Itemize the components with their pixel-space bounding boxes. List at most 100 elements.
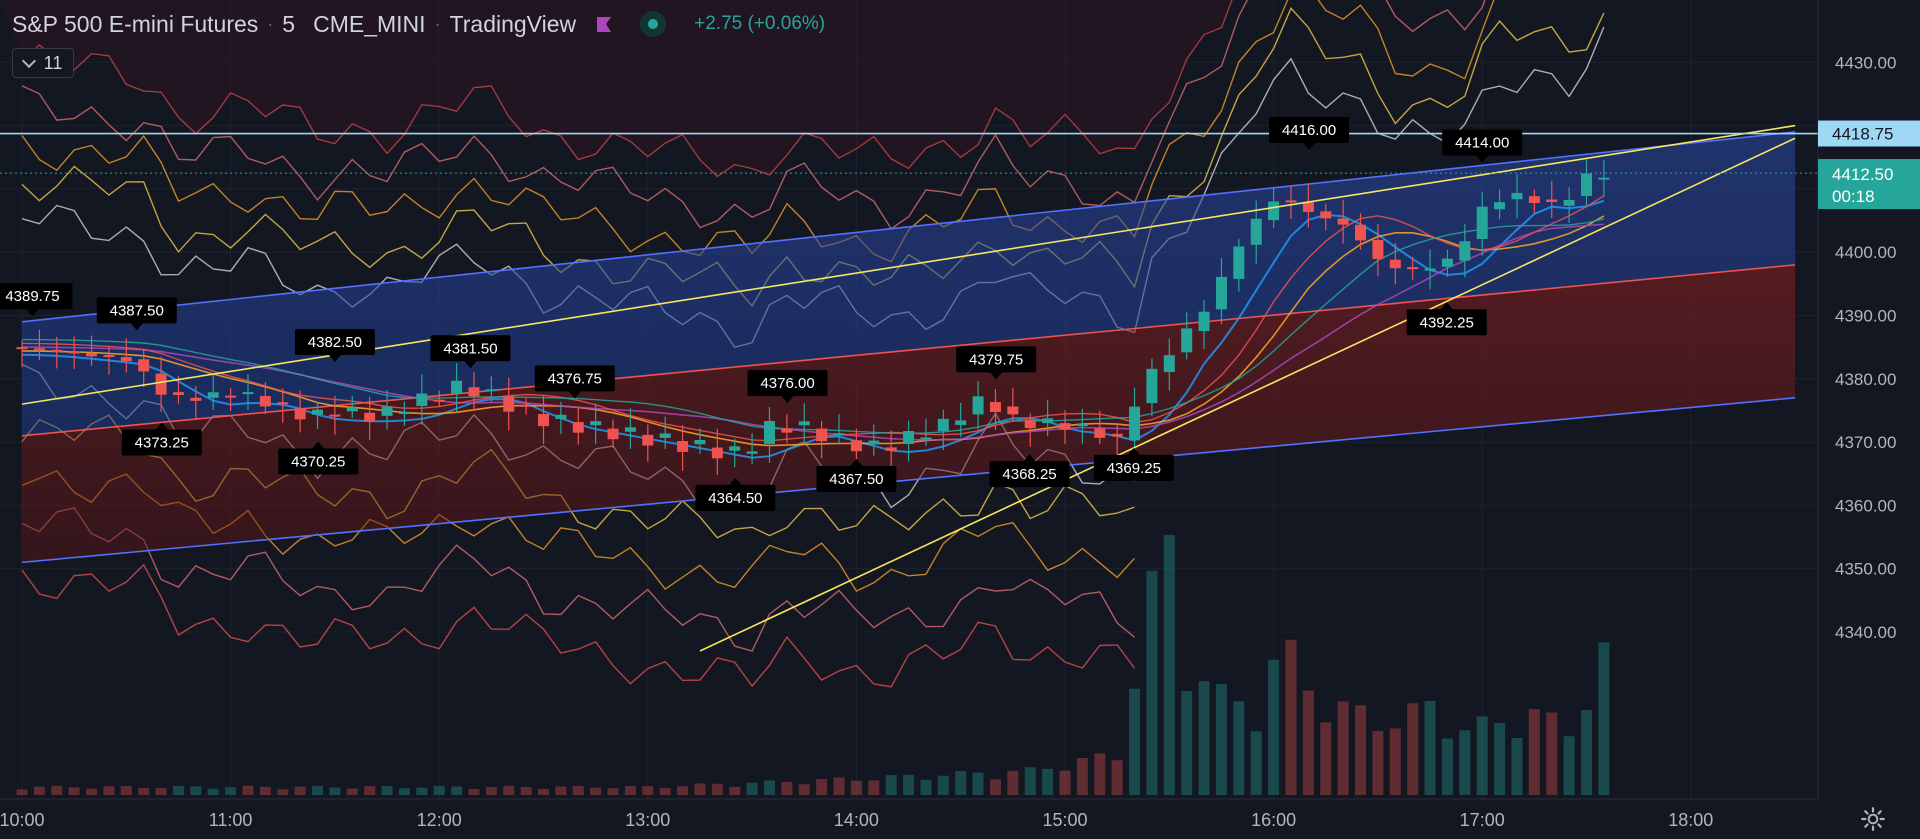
- candle-body[interactable]: [120, 357, 132, 362]
- candle-body[interactable]: [1250, 218, 1262, 245]
- candle-body[interactable]: [833, 433, 845, 436]
- candle-body[interactable]: [1407, 267, 1419, 270]
- candle-body[interactable]: [520, 404, 532, 407]
- candle-body[interactable]: [1024, 419, 1036, 429]
- candle-body[interactable]: [1076, 424, 1088, 427]
- candle-body[interactable]: [1181, 328, 1193, 353]
- candle-body[interactable]: [798, 421, 810, 426]
- candle-body[interactable]: [1233, 246, 1245, 279]
- candle-body[interactable]: [1268, 201, 1280, 221]
- candle-body[interactable]: [381, 406, 393, 416]
- candle-body[interactable]: [138, 359, 150, 372]
- candle-body[interactable]: [155, 373, 167, 395]
- candle-body[interactable]: [920, 437, 932, 440]
- candle-body[interactable]: [1511, 192, 1523, 200]
- candle-body[interactable]: [937, 418, 949, 432]
- candle-body[interactable]: [1528, 196, 1540, 204]
- candle-body[interactable]: [312, 409, 324, 415]
- candle-body[interactable]: [416, 393, 428, 407]
- candle-body[interactable]: [1129, 406, 1141, 441]
- trendline[interactable]: [699, 137, 1796, 652]
- candle-body[interactable]: [485, 389, 497, 392]
- candle-body[interactable]: [642, 434, 654, 446]
- candle-body[interactable]: [868, 440, 880, 445]
- candle-body[interactable]: [1320, 211, 1332, 219]
- candle-body[interactable]: [1424, 268, 1436, 271]
- candle-body[interactable]: [1355, 224, 1367, 241]
- candle-body[interactable]: [433, 399, 445, 402]
- symbol-name[interactable]: S&P 500 E-mini Futures: [12, 10, 259, 37]
- candle-body[interactable]: [364, 412, 376, 422]
- candle-body[interactable]: [729, 446, 741, 451]
- candle-body[interactable]: [1302, 202, 1314, 212]
- candle-body[interactable]: [555, 414, 567, 419]
- candle-body[interactable]: [1163, 355, 1175, 373]
- candle-body[interactable]: [294, 408, 306, 420]
- candle-body[interactable]: [103, 355, 115, 358]
- candle-body[interactable]: [346, 407, 358, 412]
- candle-body[interactable]: [659, 433, 671, 438]
- candle-body[interactable]: [1563, 199, 1575, 206]
- candle-body[interactable]: [1372, 239, 1384, 259]
- candle-body[interactable]: [903, 431, 915, 445]
- gear-icon[interactable]: [1860, 806, 1886, 832]
- candle-body[interactable]: [277, 402, 289, 405]
- candle-body[interactable]: [242, 392, 254, 395]
- candle-body[interactable]: [781, 428, 793, 433]
- candle-body[interactable]: [1042, 418, 1054, 424]
- candle-body[interactable]: [51, 349, 63, 353]
- candle-body[interactable]: [746, 451, 758, 454]
- candle-body[interactable]: [68, 351, 80, 354]
- candle-body[interactable]: [972, 396, 984, 415]
- candle-body[interactable]: [451, 380, 463, 394]
- candle-body[interactable]: [1389, 259, 1401, 269]
- candle-body[interactable]: [1215, 276, 1227, 310]
- candle-body[interactable]: [1198, 311, 1210, 332]
- candle-body[interactable]: [1459, 241, 1471, 261]
- candle-body[interactable]: [694, 439, 706, 445]
- candle-body[interactable]: [468, 387, 480, 397]
- candle-body[interactable]: [207, 392, 219, 398]
- candle-body[interactable]: [1059, 423, 1071, 430]
- candle-body[interactable]: [1476, 206, 1488, 239]
- candle-body[interactable]: [538, 413, 549, 427]
- candle-body[interactable]: [86, 353, 98, 357]
- candle-body[interactable]: [1546, 199, 1558, 203]
- candle-body[interactable]: [16, 347, 28, 350]
- candle-body[interactable]: [1337, 218, 1349, 225]
- candle-body[interactable]: [503, 396, 515, 412]
- candle-body[interactable]: [1285, 200, 1297, 203]
- candle-body[interactable]: [607, 428, 619, 440]
- indicators-toggle-button[interactable]: 11: [12, 48, 74, 78]
- candle-body[interactable]: [1441, 258, 1453, 267]
- candle-body[interactable]: [225, 395, 237, 398]
- candle-body[interactable]: [989, 402, 1001, 413]
- candle-body[interactable]: [1581, 173, 1592, 196]
- candle-body[interactable]: [329, 414, 341, 417]
- candle-body[interactable]: [711, 447, 723, 459]
- candle-body[interactable]: [1146, 368, 1158, 404]
- candle-body[interactable]: [1094, 428, 1106, 438]
- candle-body[interactable]: [816, 428, 828, 442]
- candle-body[interactable]: [1494, 202, 1506, 210]
- candle-body[interactable]: [572, 422, 584, 433]
- candle-body[interactable]: [1007, 406, 1019, 415]
- trendline[interactable]: [21, 124, 1796, 405]
- candle-body[interactable]: [590, 421, 602, 426]
- price-line-label-bg[interactable]: [1818, 120, 1920, 147]
- candle-body[interactable]: [398, 412, 410, 415]
- candle-body[interactable]: [190, 397, 202, 401]
- candle-body[interactable]: [1598, 177, 1610, 180]
- candle-body[interactable]: [955, 420, 967, 425]
- interval[interactable]: 5: [282, 10, 296, 37]
- candle-body[interactable]: [850, 440, 862, 452]
- candle-body[interactable]: [1111, 433, 1123, 437]
- candle-body[interactable]: [885, 447, 897, 451]
- candle-body[interactable]: [763, 420, 775, 444]
- candle-body[interactable]: [172, 392, 184, 396]
- candle-body[interactable]: [677, 441, 689, 452]
- candle-body[interactable]: [259, 396, 271, 407]
- flag-icon[interactable]: [596, 16, 612, 32]
- candle-body[interactable]: [624, 427, 636, 432]
